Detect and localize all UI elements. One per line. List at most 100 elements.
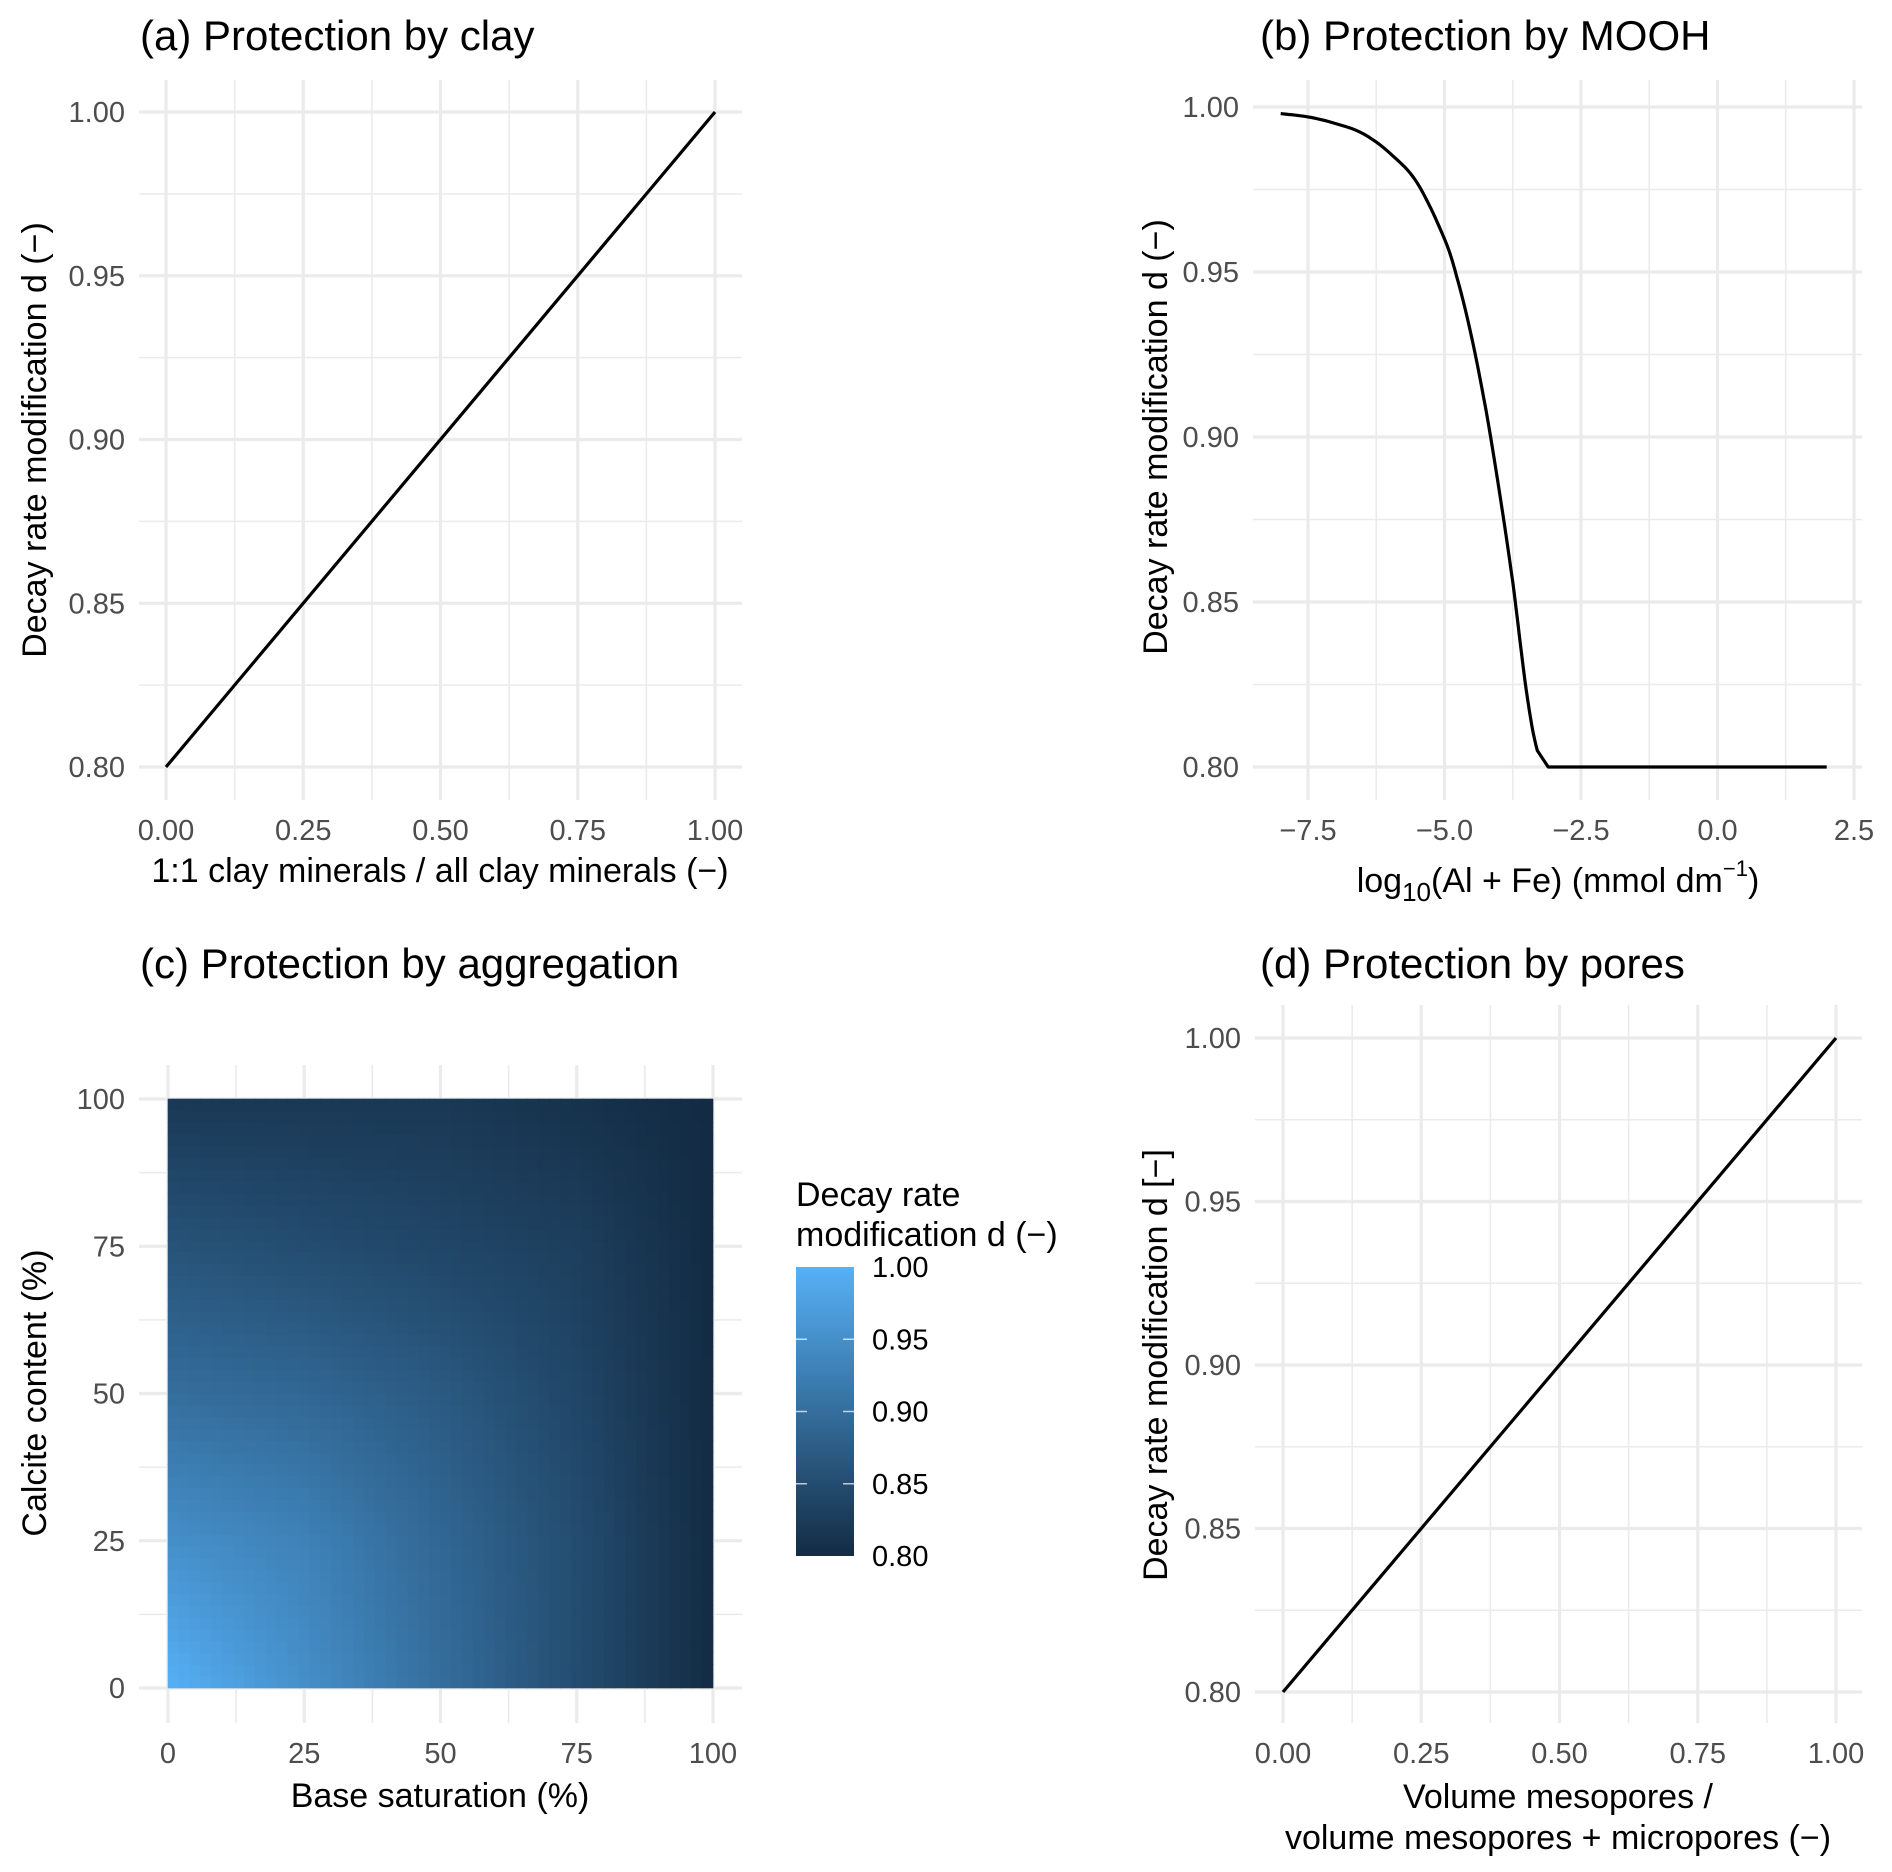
heatmap-cell	[462, 1675, 474, 1689]
heatmap-cell	[440, 1122, 452, 1135]
heatmap-cell	[571, 1405, 583, 1418]
heatmap-cell	[233, 1605, 245, 1618]
heatmap-cell	[254, 1334, 267, 1347]
heatmap-cell	[505, 1310, 518, 1324]
heatmap-cell	[331, 1499, 343, 1512]
heatmap-cell	[222, 1393, 234, 1406]
heatmap-cell	[472, 1405, 485, 1418]
heatmap-cell	[429, 1369, 441, 1382]
heatmap-cell	[276, 1204, 289, 1218]
heatmap-cell	[254, 1157, 267, 1170]
heatmap-cell	[178, 1593, 191, 1606]
heatmap-cell	[429, 1181, 441, 1194]
heatmap-cell	[505, 1593, 518, 1606]
heatmap-cell	[407, 1546, 419, 1559]
heatmap-cell	[571, 1511, 583, 1524]
heatmap-cell	[200, 1287, 212, 1300]
y-tick-label: 25	[93, 1526, 125, 1558]
heatmap-cell	[222, 1310, 234, 1324]
panel-b-x-label: log10(Al + Fe) (mmol dm−1)	[1357, 856, 1760, 907]
heatmap-cell	[363, 1511, 376, 1524]
heatmap-cell	[680, 1134, 692, 1147]
heatmap-cell	[451, 1263, 463, 1276]
heatmap-cell	[592, 1181, 605, 1194]
heatmap-cell	[167, 1157, 180, 1170]
heatmap-cell	[462, 1369, 474, 1382]
heatmap-cell	[342, 1652, 354, 1665]
heatmap-cell	[298, 1334, 310, 1347]
heatmap-cell	[592, 1369, 605, 1382]
heatmap-cell	[320, 1204, 332, 1218]
heatmap-cell	[244, 1134, 256, 1147]
heatmap-cell	[287, 1463, 300, 1477]
heatmap-cell	[701, 1499, 714, 1512]
heatmap-cell	[538, 1569, 550, 1583]
heatmap-cell	[320, 1499, 332, 1512]
heatmap-cell	[374, 1664, 387, 1677]
heatmap-cell	[244, 1145, 256, 1159]
heatmap-cell	[483, 1675, 496, 1689]
heatmap-cell	[592, 1357, 605, 1371]
heatmap-cell	[636, 1098, 648, 1112]
heatmap-cell	[690, 1416, 703, 1430]
heatmap-cell	[287, 1628, 300, 1642]
heatmap-cell	[363, 1569, 376, 1583]
heatmap-cell	[320, 1145, 332, 1159]
heatmap-cell	[614, 1546, 627, 1559]
heatmap-cell	[440, 1440, 452, 1453]
heatmap-cell	[669, 1569, 681, 1583]
heatmap-cell	[658, 1534, 670, 1547]
heatmap-cell	[189, 1428, 201, 1441]
heatmap-cell	[244, 1110, 256, 1123]
heatmap-cell	[440, 1569, 452, 1583]
heatmap-cell	[189, 1475, 201, 1489]
heatmap-cell	[418, 1216, 430, 1229]
heatmap-cell	[178, 1475, 191, 1489]
heatmap-cell	[222, 1558, 234, 1571]
heatmap-cell	[320, 1428, 332, 1441]
heatmap-cell	[396, 1192, 409, 1206]
heatmap-cell	[353, 1322, 365, 1335]
heatmap-cell	[353, 1475, 365, 1489]
heatmap-cell	[265, 1228, 278, 1241]
heatmap-cell	[418, 1546, 430, 1559]
heatmap-cell	[189, 1299, 201, 1312]
heatmap-cell	[625, 1628, 637, 1642]
heatmap-cell	[647, 1475, 659, 1489]
heatmap-cell	[538, 1428, 550, 1441]
heatmap-cell	[244, 1204, 256, 1218]
heatmap-cell	[538, 1381, 550, 1394]
heatmap-cell	[603, 1558, 616, 1571]
heatmap-cell	[189, 1558, 201, 1571]
heatmap-cell	[538, 1228, 550, 1241]
heatmap-cell	[592, 1428, 605, 1441]
heatmap-cell	[647, 1110, 659, 1123]
heatmap-cell	[516, 1263, 528, 1276]
heatmap-cell	[178, 1463, 191, 1477]
heatmap-cell	[527, 1346, 539, 1359]
heatmap-cell	[211, 1569, 223, 1583]
heatmap-cell	[625, 1228, 637, 1241]
heatmap-cell	[440, 1357, 452, 1371]
heatmap-cell	[385, 1310, 398, 1324]
heatmap-cell	[265, 1169, 278, 1182]
heatmap-cell	[287, 1369, 300, 1382]
heatmap-cell	[440, 1228, 452, 1241]
heatmap-cell	[211, 1664, 223, 1677]
heatmap-cell	[418, 1275, 430, 1288]
heatmap-cell	[592, 1675, 605, 1689]
heatmap-cell	[265, 1546, 278, 1559]
heatmap-cell	[483, 1581, 496, 1595]
heatmap-cell	[636, 1534, 648, 1547]
heatmap-cell	[385, 1475, 398, 1489]
heatmap-cell	[200, 1346, 212, 1359]
heatmap-cell	[200, 1487, 212, 1500]
x-tick-label: 0.25	[275, 815, 331, 847]
heatmap-cell	[222, 1675, 234, 1689]
heatmap-cell	[690, 1299, 703, 1312]
heatmap-cell	[571, 1522, 583, 1536]
heatmap-cell	[440, 1475, 452, 1489]
heatmap-cell	[385, 1628, 398, 1642]
heatmap-cell	[222, 1652, 234, 1665]
heatmap-cell	[647, 1487, 659, 1500]
